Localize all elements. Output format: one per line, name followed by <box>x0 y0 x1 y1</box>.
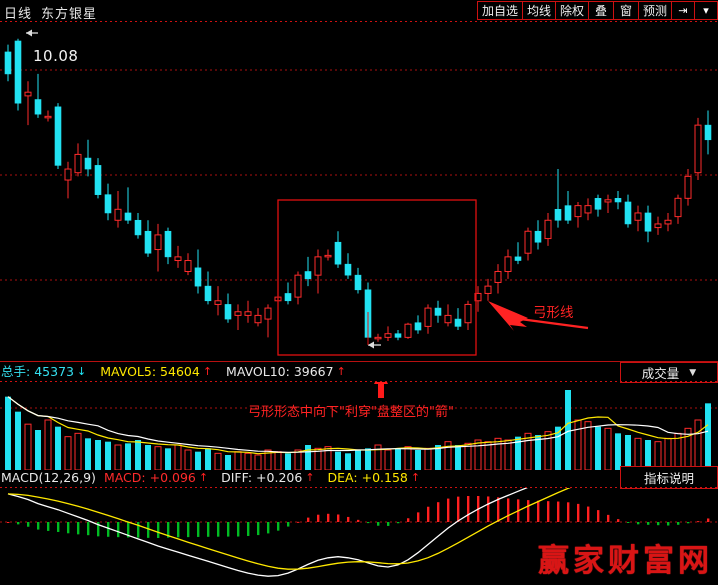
mavol10-direction-icon: ↑ <box>336 365 346 378</box>
macd-chart-panel[interactable] <box>0 488 718 585</box>
toolbar-overlay[interactable]: 叠 <box>587 1 613 20</box>
total-volume-direction-icon: ↓ <box>76 365 87 378</box>
volume-indicator-label: 成交量 <box>641 366 680 381</box>
dea-direction-icon: ↑ <box>410 471 421 484</box>
chart-title: 日线 东方银星 <box>4 3 106 22</box>
mavol10-label: MAVOL10: <box>226 364 290 379</box>
mavol5-label: MAVOL5: <box>100 364 157 379</box>
next-arrow-icon[interactable]: ⇥ <box>671 1 694 20</box>
mavol5-direction-icon: ↑ <box>202 365 213 378</box>
pierce-annotation: 弓形形态中向下"利穿"盘整区的"箭" <box>248 405 454 420</box>
candlestick-series <box>4 38 712 342</box>
price-gridlines <box>0 69 718 281</box>
consolidation-highlight-rect <box>277 199 477 356</box>
high-price-pointer <box>26 29 38 37</box>
mavol10-line <box>7 396 709 453</box>
diff-direction-icon: ↑ <box>305 471 315 484</box>
titlebar-separator <box>0 21 718 22</box>
toolbar: 加自选 均线 除权 叠 窗 预测 ⇥ ▾ <box>476 1 718 20</box>
site-watermark: 赢家财富网 <box>538 543 713 579</box>
dea-value: +0.158 <box>361 470 408 485</box>
chevron-down-icon[interactable]: ▾ <box>694 1 718 20</box>
macd-title: MACD(12,26,9) <box>1 470 96 485</box>
candlestick-svg <box>0 29 718 356</box>
total-volume-value: 45373 <box>34 364 74 379</box>
title-bar: 日线 东方银星 加自选 均线 除权 叠 窗 预测 ⇥ ▾ <box>0 0 718 22</box>
stock-name: 东方银星 <box>41 7 98 22</box>
total-volume-label: 总手: <box>1 364 31 379</box>
macd-direction-icon: ↑ <box>198 471 209 484</box>
mavol5-value: 54604 <box>160 364 200 379</box>
volume-info-separator <box>0 381 718 382</box>
macd-svg <box>0 488 718 577</box>
macd-value: +0.096 <box>149 470 196 485</box>
bow-line-arrow <box>488 301 589 331</box>
diff-value: +0.206 <box>256 470 303 485</box>
toolbar-forecast[interactable]: 预测 <box>637 1 671 20</box>
high-price-label: 10.08 <box>33 47 79 65</box>
pierce-arrow-icon <box>374 382 388 398</box>
volume-info-row: 总手: 45373 ↓ MAVOL5: 54604 ↑ MAVOL10: 39667 ↑ <box>0 363 718 380</box>
volume-panel-top-border <box>0 361 718 362</box>
period-label: 日线 <box>4 7 33 22</box>
diff-line <box>7 488 529 577</box>
dea-label: DEA: <box>327 470 358 485</box>
low-price-label: 5.94 <box>381 359 416 360</box>
indicator-description-button[interactable]: 指标说明 <box>620 466 718 489</box>
macd-label: MACD: <box>103 470 146 485</box>
volume-indicator-selector[interactable]: 成交量 ▼ <box>620 362 718 383</box>
bow-line-annotation: 弓形线 <box>533 305 574 321</box>
toolbar-window[interactable]: 窗 <box>612 1 638 20</box>
price-chart-panel[interactable]: 10.08 5.94 <box>0 22 718 360</box>
volume-svg <box>0 382 718 470</box>
low-price-pointer <box>367 312 381 349</box>
toolbar-moving-average[interactable]: 均线 <box>521 1 555 20</box>
macd-info-row: MACD(12,26,9) MACD: +0.096 ↑ DIFF: +0.206 ↑ DEA… <box>0 469 718 486</box>
indicator-description-label: 指标说明 <box>643 471 694 486</box>
volume-chart-panel[interactable] <box>0 382 718 470</box>
volume-bar-series <box>5 390 711 470</box>
toolbar-add-favorite[interactable]: 加自选 <box>476 1 522 20</box>
dea-line <box>7 488 571 570</box>
mavol10-value: 39667 <box>293 364 334 379</box>
macd-info-separator <box>0 487 718 488</box>
chevron-down-icon: ▼ <box>689 367 697 378</box>
toolbar-ex-rights[interactable]: 除权 <box>554 1 588 20</box>
diff-label: DIFF: <box>221 470 253 485</box>
